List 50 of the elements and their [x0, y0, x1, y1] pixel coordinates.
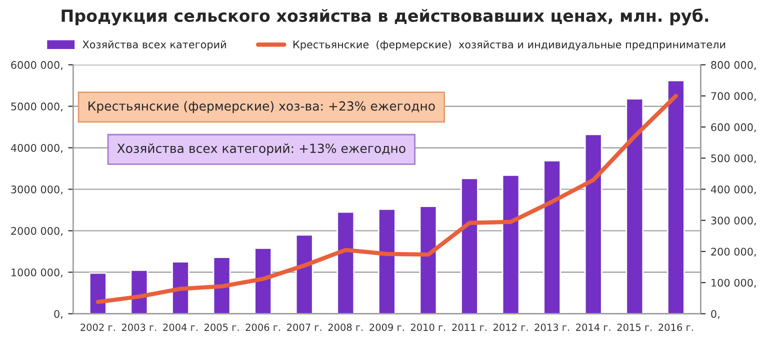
bar — [172, 261, 190, 314]
bar — [295, 234, 314, 314]
y2-tick-label: 400 000, — [710, 185, 756, 194]
bar — [666, 80, 685, 314]
x-tick-label: 2008 г. — [328, 324, 363, 331]
y-tick-label: 5000 000, — [11, 102, 62, 112]
x-tick-label: 2010 г. — [410, 324, 446, 331]
x-tick-label: 2015 г. — [617, 324, 652, 331]
y2-tick-label: 100 000, — [712, 278, 756, 288]
y-tick-label: 1000 000, — [12, 268, 62, 278]
y2-tick-label: 200 000, — [711, 248, 756, 257]
bar — [88, 272, 107, 314]
bar — [584, 134, 602, 314]
bar — [419, 206, 438, 314]
bar — [543, 160, 562, 314]
y2-tick-label: 500 000, — [711, 154, 756, 164]
bar — [502, 174, 520, 314]
x-tick-label: 2012 г. — [493, 324, 528, 331]
x-tick-label: 2009 г. — [370, 324, 404, 331]
x-tick-label: 2003 г. — [122, 324, 156, 331]
legend-label: Хозяйства всех категорий — [82, 40, 226, 50]
y-tick-label: 6000 000, — [11, 61, 62, 70]
x-tick-label: 2011 г. — [452, 324, 486, 331]
bar — [336, 211, 355, 314]
y2-tick-label: 600 000, — [711, 123, 756, 132]
bar — [212, 256, 231, 314]
y-tick-label: 0, — [54, 310, 62, 319]
chart-title: Продукция сельского хозяйства в действовавших ценах, млн. руб. — [62, 8, 708, 26]
x-tick-label: 2007 г. — [287, 324, 322, 331]
bar — [626, 98, 644, 314]
x-tick-label: 2014 г. — [576, 324, 610, 331]
bar — [254, 247, 272, 314]
x-tick-label: 2004 г. — [163, 324, 198, 331]
x-tick-label: 2013 г. — [534, 324, 570, 331]
x-tick-label: 2006 г. — [246, 324, 280, 331]
x-tick-label: 2005 г. — [204, 324, 239, 331]
bar — [460, 178, 478, 314]
y2-tick-label: 700 000, — [711, 92, 756, 102]
y2-tick-label: 800 000, — [711, 61, 756, 70]
y-tick-label: 2000 000, — [11, 226, 62, 236]
x-tick-label: 2002 г. — [80, 324, 115, 331]
y-tick-label: 4000 000, — [10, 144, 62, 153]
x-tick-label: 2016 г. — [658, 324, 693, 331]
annotation: Хозяйства всех категорий: +13% ежегодно — [117, 143, 406, 156]
y2-tick-label: 0, — [711, 310, 720, 319]
y-tick-label: 3000 000, — [11, 185, 62, 194]
legend-label: Крестьянские (фермерские) хозяйства и индивидуальные предприниматели — [293, 40, 726, 50]
bar — [378, 208, 396, 314]
y2-tick-label: 300 000, — [711, 216, 756, 226]
annotation: Крестьянские (фермерские) хоз-ва: +23% ежегодно — [88, 101, 435, 114]
